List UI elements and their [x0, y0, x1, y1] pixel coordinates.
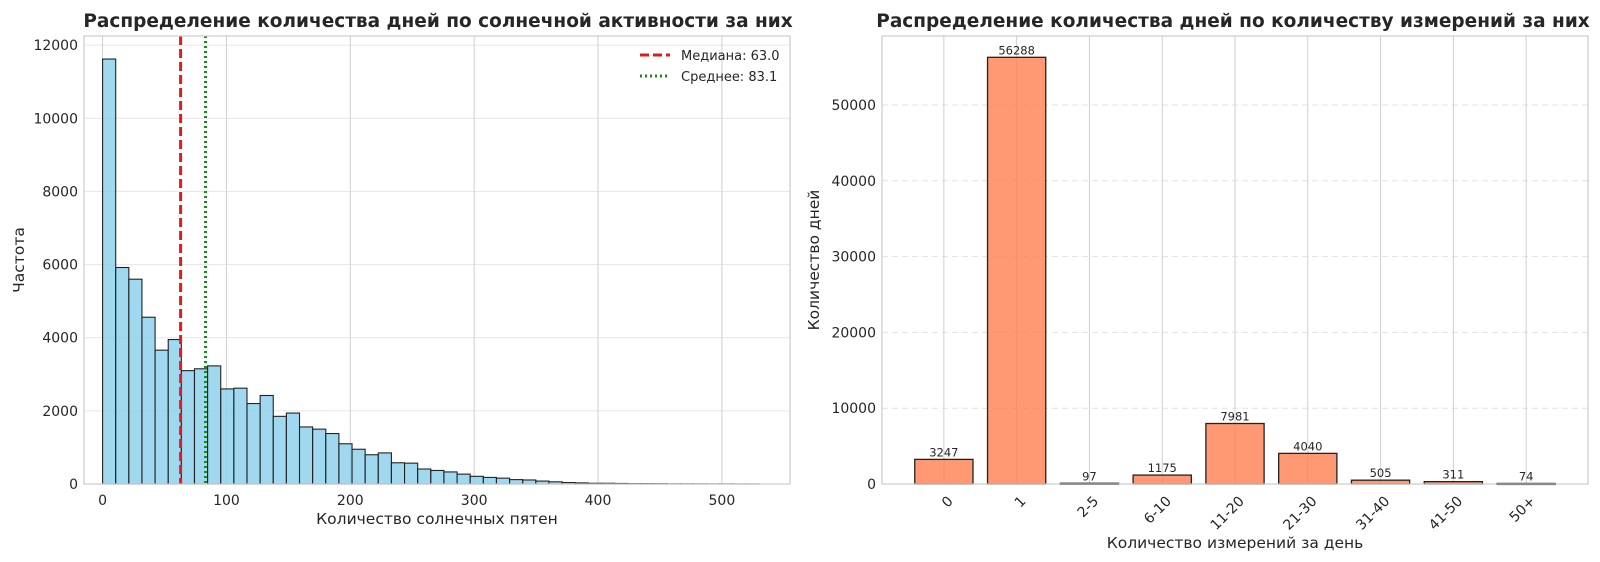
histogram-bar [272, 415, 287, 485]
histogram-bar [325, 432, 340, 485]
bar-chart-x-tick-label: 31-40 [1353, 493, 1393, 533]
histogram-x-axis-label: Количество солнечных пятен [316, 510, 558, 528]
bar-chart-data-label: 505 [1370, 466, 1392, 480]
histogram-tick-labels: 0 100 200 300 400 500 0 2000 4000 6000 8000 10000 12… [33, 38, 735, 509]
histogram-bar [115, 266, 130, 485]
histogram-legend: Медиана: 63.0 Среднее: 83.1 [640, 49, 780, 85]
bar-chart-y-axis-label: Количество дней [805, 190, 823, 331]
histogram-x-tick-label: 500 [709, 493, 736, 509]
histogram-y-tick-label: 2000 [42, 404, 78, 420]
histogram-bar [312, 428, 327, 485]
bar-chart-data-label: 74 [1519, 469, 1534, 483]
histogram-panel: Распределение количества дней по солнечн… [10, 11, 793, 528]
bar-chart-y-tick-label: 10000 [831, 401, 876, 417]
bar-chart-bar [1278, 452, 1338, 485]
histogram-bar [259, 394, 274, 485]
histogram-x-tick-label: 100 [213, 493, 240, 509]
histogram-x-tick-label: 400 [585, 493, 612, 509]
histogram-y-tick-label: 10000 [33, 111, 78, 127]
histogram-bar [351, 448, 366, 485]
histogram-y-tick-label: 12000 [33, 38, 78, 54]
histogram-bar [141, 316, 156, 485]
histogram-x-tick-label: 300 [461, 493, 488, 509]
histogram-y-tick-label: 6000 [42, 258, 78, 274]
bar-chart-plot-frame [881, 35, 1589, 485]
legend-median-label: Медиана: 63.0 [681, 49, 780, 64]
bar-chart-y-tick-label: 30000 [831, 250, 876, 266]
histogram-bar [220, 388, 235, 485]
bar-chart-x-tick-label: 1 [1012, 493, 1030, 511]
histogram-y-tick-label: 8000 [42, 184, 78, 200]
bar-chart-x-tick-label: 11-20 [1208, 493, 1248, 533]
bar-chart-data-label: 311 [1442, 468, 1464, 482]
bar-chart-data-label: 3247 [929, 445, 958, 459]
histogram-reference-lines [179, 36, 208, 484]
bar-chart-bar [914, 458, 974, 485]
histogram-bar [298, 426, 314, 485]
bar-chart-y-tick-label: 50000 [831, 98, 876, 114]
histogram-bar [495, 477, 511, 485]
histogram-bar [522, 479, 537, 485]
bar-chart-data-label: 97 [1082, 469, 1097, 483]
histogram-y-tick-label: 0 [69, 477, 78, 493]
histogram-bar [285, 412, 301, 485]
bar-chart-x-tick-label: 41-50 [1426, 493, 1466, 533]
histogram-bar [102, 58, 117, 485]
bar-chart-title: Распределение количества дней по количес… [876, 11, 1590, 32]
histogram-bar [377, 452, 392, 485]
histogram-bar [180, 370, 196, 485]
histogram-bar [469, 475, 484, 485]
histogram-bar [233, 387, 248, 485]
histogram-bar [456, 473, 471, 485]
histogram-bar [364, 454, 379, 485]
bar-chart-y-tick-label: 40000 [831, 174, 876, 190]
histogram-y-tick-label: 4000 [42, 331, 78, 347]
bar-chart-x-tick-label: 2-5 [1075, 493, 1102, 520]
histogram-bar [128, 278, 143, 485]
bar-chart-x-tick-label: 6-10 [1141, 493, 1175, 527]
bar-chart-x-tick-label: 50+ [1507, 493, 1539, 525]
legend-mean-label: Среднее: 83.1 [681, 70, 777, 85]
histogram-bar [390, 462, 406, 485]
bar-chart-data-label: 4040 [1293, 439, 1322, 453]
bar-chart-x-axis-label: Количество измерений за день [1107, 534, 1364, 552]
histogram-bar [207, 365, 222, 485]
histogram-bar [509, 479, 524, 485]
histogram-bar [403, 462, 419, 485]
bar-chart-x-tick-label: 0 [939, 493, 957, 511]
histogram-x-tick-label: 0 [98, 493, 107, 509]
histogram-bar [417, 468, 432, 485]
bar-chart-panel: Распределение количества дней по количес… [805, 11, 1590, 552]
histogram-bar [246, 402, 261, 485]
histogram-title: Распределение количества дней по солнечн… [83, 11, 792, 32]
histogram-x-tick-label: 200 [337, 493, 364, 509]
histogram-bar [443, 471, 458, 485]
bar-chart-data-label: 7981 [1220, 410, 1249, 424]
histogram-bar [430, 469, 445, 485]
histogram-bars [102, 58, 760, 485]
histogram-bar [482, 476, 498, 485]
histogram-y-axis-label: Частота [10, 227, 28, 293]
bar-chart-x-tick-label: 21-30 [1280, 493, 1320, 533]
histogram-plot-frame [83, 35, 791, 485]
bar-chart-y-tick-label: 20000 [831, 325, 876, 341]
bar-chart-bar [1205, 422, 1265, 485]
bar-chart-bar [986, 56, 1047, 485]
bar-chart-bar [1132, 474, 1192, 485]
bar-chart-data-label: 1175 [1148, 461, 1177, 475]
histogram-bar [338, 443, 353, 485]
bar-chart-data-label: 56288 [998, 43, 1035, 57]
histogram-bar [154, 349, 169, 485]
bar-chart-y-tick-label: 0 [867, 477, 876, 493]
